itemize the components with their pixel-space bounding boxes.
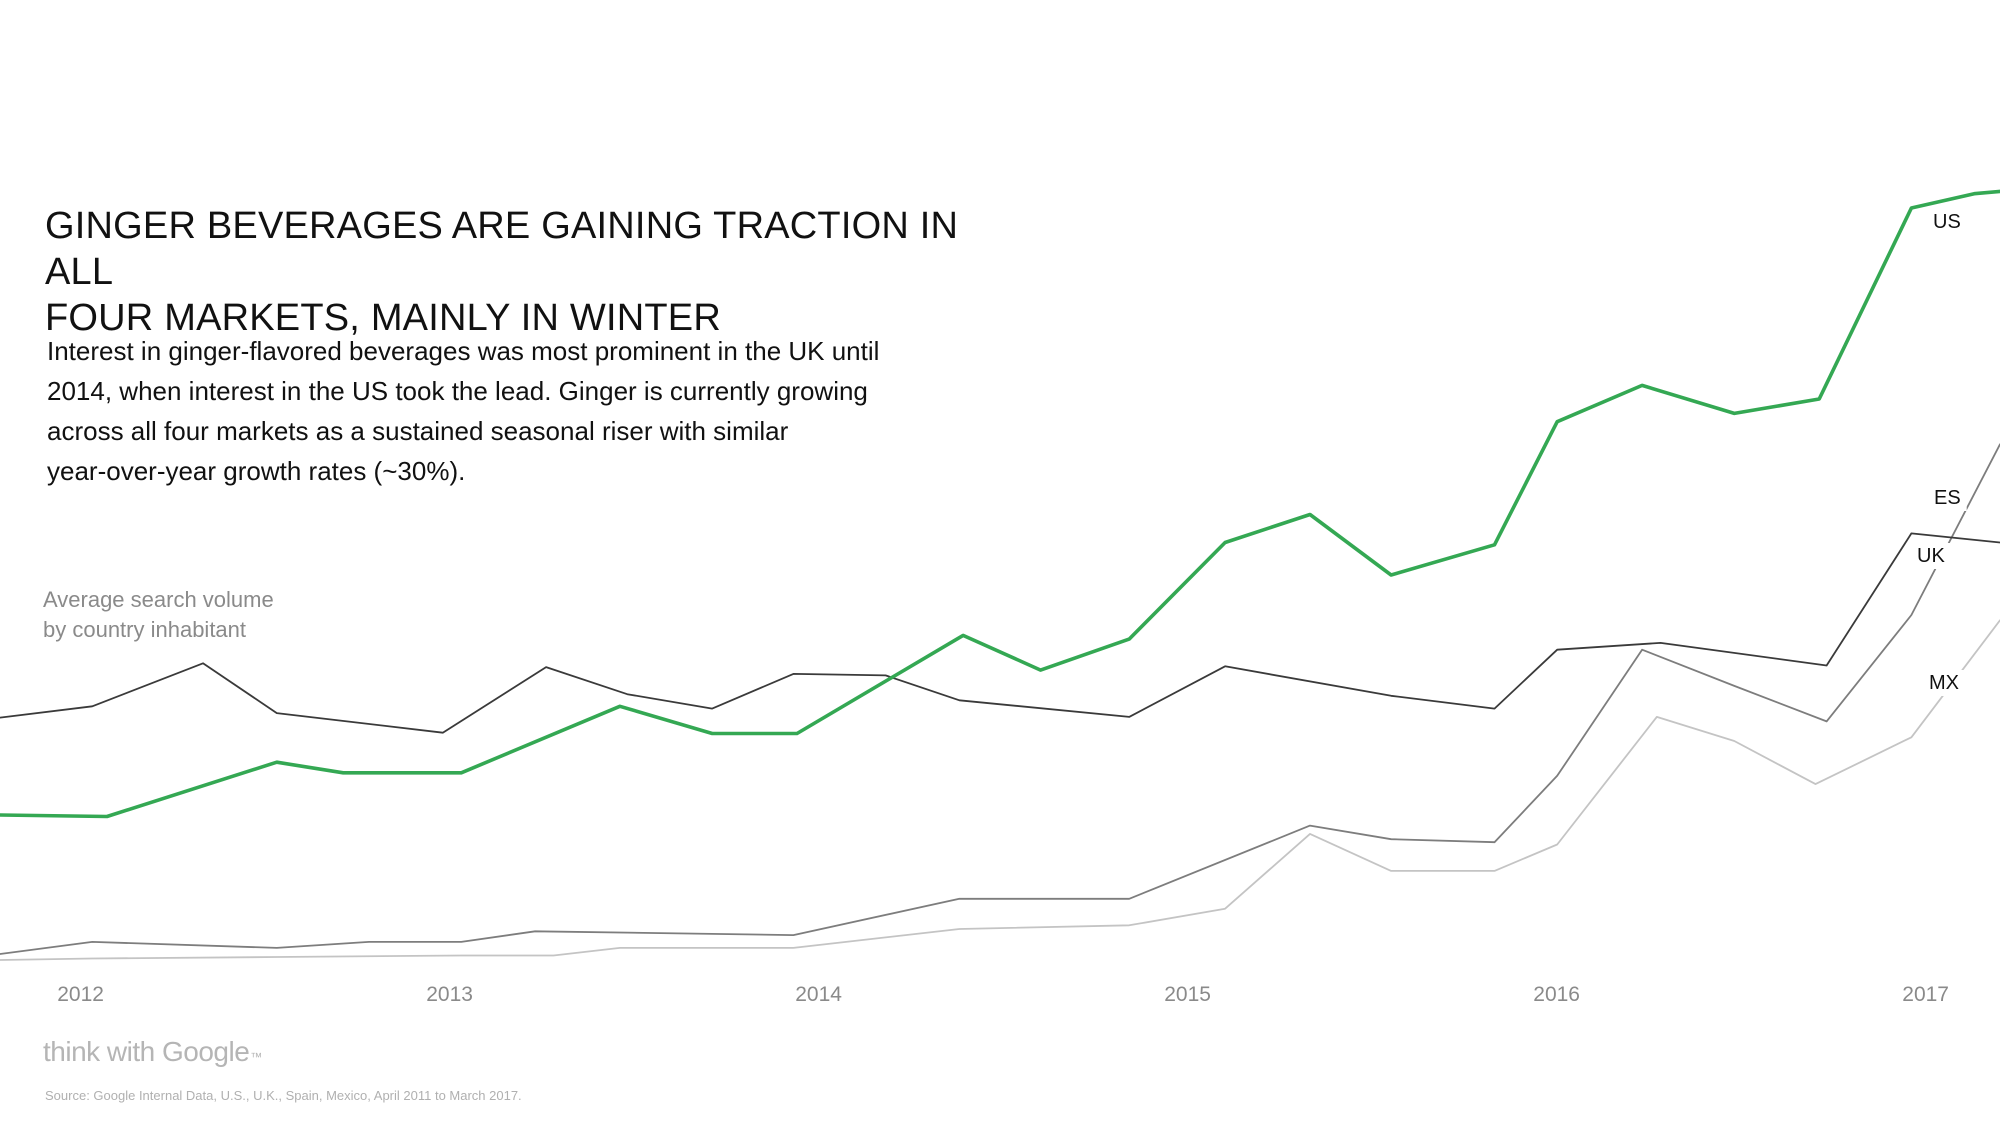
trademark-mark: ™	[250, 1050, 262, 1064]
series-label-bg-mx	[1923, 670, 1965, 696]
x-tick-label: 2013	[426, 983, 473, 1006]
source-note: Source: Google Internal Data, U.S., U.K.…	[45, 1088, 522, 1103]
x-tick-label: 2016	[1533, 983, 1580, 1006]
x-tick-label: 2014	[795, 983, 842, 1006]
series-line-us	[0, 189, 2000, 819]
series-line-es	[0, 443, 2000, 955]
series-label-mx: MX	[1929, 672, 1959, 694]
series-line-uk	[0, 532, 2000, 734]
x-axis-ticks: 2012 2013 2014 2015 2016 2017	[57, 983, 1949, 1006]
series-layer	[0, 189, 2000, 961]
series-label-uk: UK	[1917, 545, 1945, 567]
series-label-layer: US ES UK MX	[1911, 209, 1967, 696]
series-label-bg-uk	[1911, 543, 1952, 569]
chart-title: GINGER BEVERAGES ARE GAINING TRACTION IN…	[45, 205, 959, 339]
series-label-bg-es	[1928, 485, 1967, 511]
series-label-es: ES	[1934, 487, 1961, 509]
brand-logo: think with Google ™	[43, 1036, 262, 1068]
series-label-us: US	[1933, 211, 1961, 233]
series-label-bg-us	[1927, 209, 1967, 235]
x-tick-label: 2017	[1902, 983, 1949, 1006]
x-tick-label: 2015	[1164, 983, 1211, 1006]
x-tick-label: 2012	[57, 983, 104, 1006]
chart-description: Interest in ginger-flavored beverages wa…	[47, 336, 880, 486]
series-line-mx	[0, 619, 2000, 961]
y-axis-label: Average search volume by country inhabit…	[43, 587, 274, 642]
brand-text: think with Google	[43, 1036, 250, 1067]
